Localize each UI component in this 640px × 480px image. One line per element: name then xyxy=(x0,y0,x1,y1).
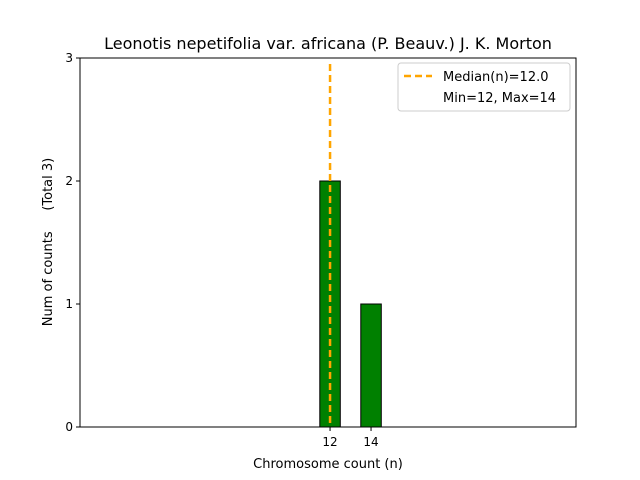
axes-frame xyxy=(79,57,577,428)
y-tick-label-3: 3 xyxy=(65,51,73,65)
bar-14 xyxy=(360,303,382,428)
y-tick-label-1: 1 xyxy=(65,297,73,311)
y-tick-label-2: 2 xyxy=(65,174,73,188)
x-axis-label: Chromosome count (n) xyxy=(253,457,403,472)
y-tick-label-0: 0 xyxy=(65,420,73,434)
x-tick-label-14: 14 xyxy=(363,435,378,449)
x-tick-label-12: 12 xyxy=(322,435,337,449)
chart-title: Leonotis nepetifolia var. africana (P. B… xyxy=(104,34,552,53)
legend-range-label: Min=12, Max=14 xyxy=(443,91,556,106)
legend-median-label: Median(n)=12.0 xyxy=(443,70,549,85)
legend-frame xyxy=(397,62,571,112)
legend: Median(n)=12.0 Min=12, Max=14 xyxy=(397,62,571,112)
y-axis-label: Num of counts (Total 3) xyxy=(41,158,56,326)
bar-12 xyxy=(319,180,341,428)
